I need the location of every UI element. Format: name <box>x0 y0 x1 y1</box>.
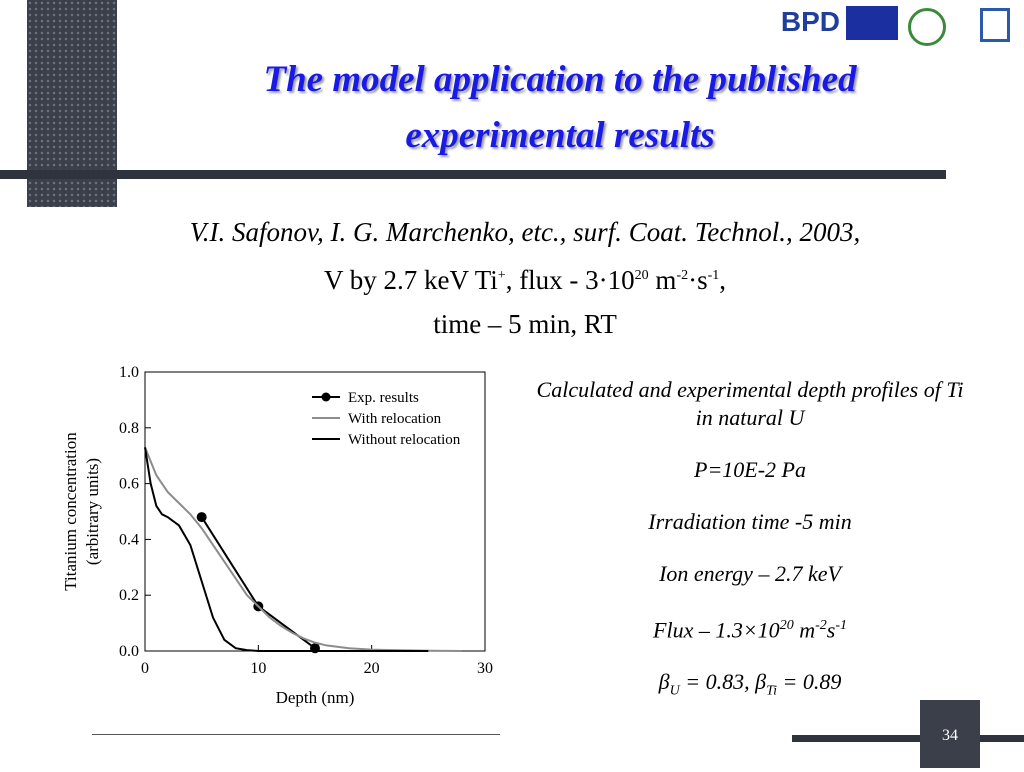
note: Calculated and experimental depth profil… <box>536 377 964 430</box>
data-point <box>196 512 207 523</box>
eu-flag <box>846 6 898 40</box>
logo: BPD <box>780 6 840 37</box>
note: Irradiation time -5 min <box>648 509 852 534</box>
citation-line: V by 2.7 keV Ti+, flux - 3·1020 m-2·s-1, <box>60 254 990 302</box>
legend-marker <box>321 392 331 402</box>
text: m <box>648 265 677 295</box>
chart: 0 10 20 30 0.0 0.2 0.4 0.6 0.8 1.0 Depth (nm) Titan… <box>61 364 493 707</box>
y-tick-label: 0.2 <box>119 587 139 604</box>
note: P=10E-2 Pa <box>694 457 806 482</box>
y-tick-label: 0.0 <box>119 643 139 660</box>
text: U <box>669 683 680 699</box>
text: -2 <box>815 618 827 633</box>
text: + <box>497 268 506 283</box>
note: Flux – 1.3×1020 m-2s-1 <box>530 612 970 644</box>
page-number: 34 <box>920 700 980 768</box>
logo-icon <box>908 8 946 46</box>
note: Ion energy – 2.7 keV <box>659 561 841 586</box>
citation-line: V.I. Safonov, I. G. Marchenko, etc., sur… <box>189 217 861 247</box>
logo-icon <box>980 8 1010 42</box>
footer-line <box>92 734 500 735</box>
citation: V.I. Safonov, I. G. Marchenko, etc., sur… <box>60 210 990 346</box>
text: ·s <box>688 265 708 295</box>
text: β <box>658 669 670 695</box>
text: s <box>826 617 836 643</box>
x-tick-label: 10 <box>250 660 266 677</box>
y-axis-label: Titanium concentration <box>61 432 80 591</box>
text: 20 <box>634 268 649 283</box>
footer-bar <box>792 735 1024 742</box>
note: βU = 0.83, βTi = 0.89 <box>530 668 970 705</box>
text: Ti <box>766 683 777 699</box>
y-tick-label: 0.8 <box>119 420 139 437</box>
text: 20 <box>779 618 794 633</box>
legend-label: Exp. results <box>348 390 419 406</box>
text: , <box>719 265 727 295</box>
slide-title: The model application to the published e… <box>263 59 857 156</box>
y-tick-label: 0.4 <box>119 531 139 548</box>
text: V by 2.7 keV Ti <box>323 265 498 295</box>
header-bar <box>0 170 946 179</box>
text: = 0.89 <box>776 669 842 695</box>
x-axis-label: Depth (nm) <box>276 688 355 707</box>
x-tick-label: 20 <box>364 660 380 677</box>
y-tick-label: 1.0 <box>119 364 139 381</box>
text: Flux – 1.3×10 <box>653 617 780 643</box>
text: -1 <box>835 618 847 633</box>
text: -2 <box>676 268 689 283</box>
citation-line: time – 5 min, RT <box>433 309 617 339</box>
x-tick-label: 0 <box>141 660 149 677</box>
legend-label: With relocation <box>348 411 442 427</box>
text: m <box>793 617 816 643</box>
text: , flux - 3·10 <box>505 265 635 295</box>
legend-label: Without relocation <box>348 432 461 448</box>
text: = 0.83, β <box>679 669 767 695</box>
series-line <box>144 447 429 652</box>
y-axis-label: (arbitrary units) <box>83 458 102 565</box>
y-tick-label: 0.6 <box>119 476 139 493</box>
notes: Calculated and experimental depth profil… <box>530 376 970 730</box>
x-tick-label: 30 <box>477 660 493 677</box>
text: -1 <box>707 268 720 283</box>
series-line <box>144 446 463 652</box>
